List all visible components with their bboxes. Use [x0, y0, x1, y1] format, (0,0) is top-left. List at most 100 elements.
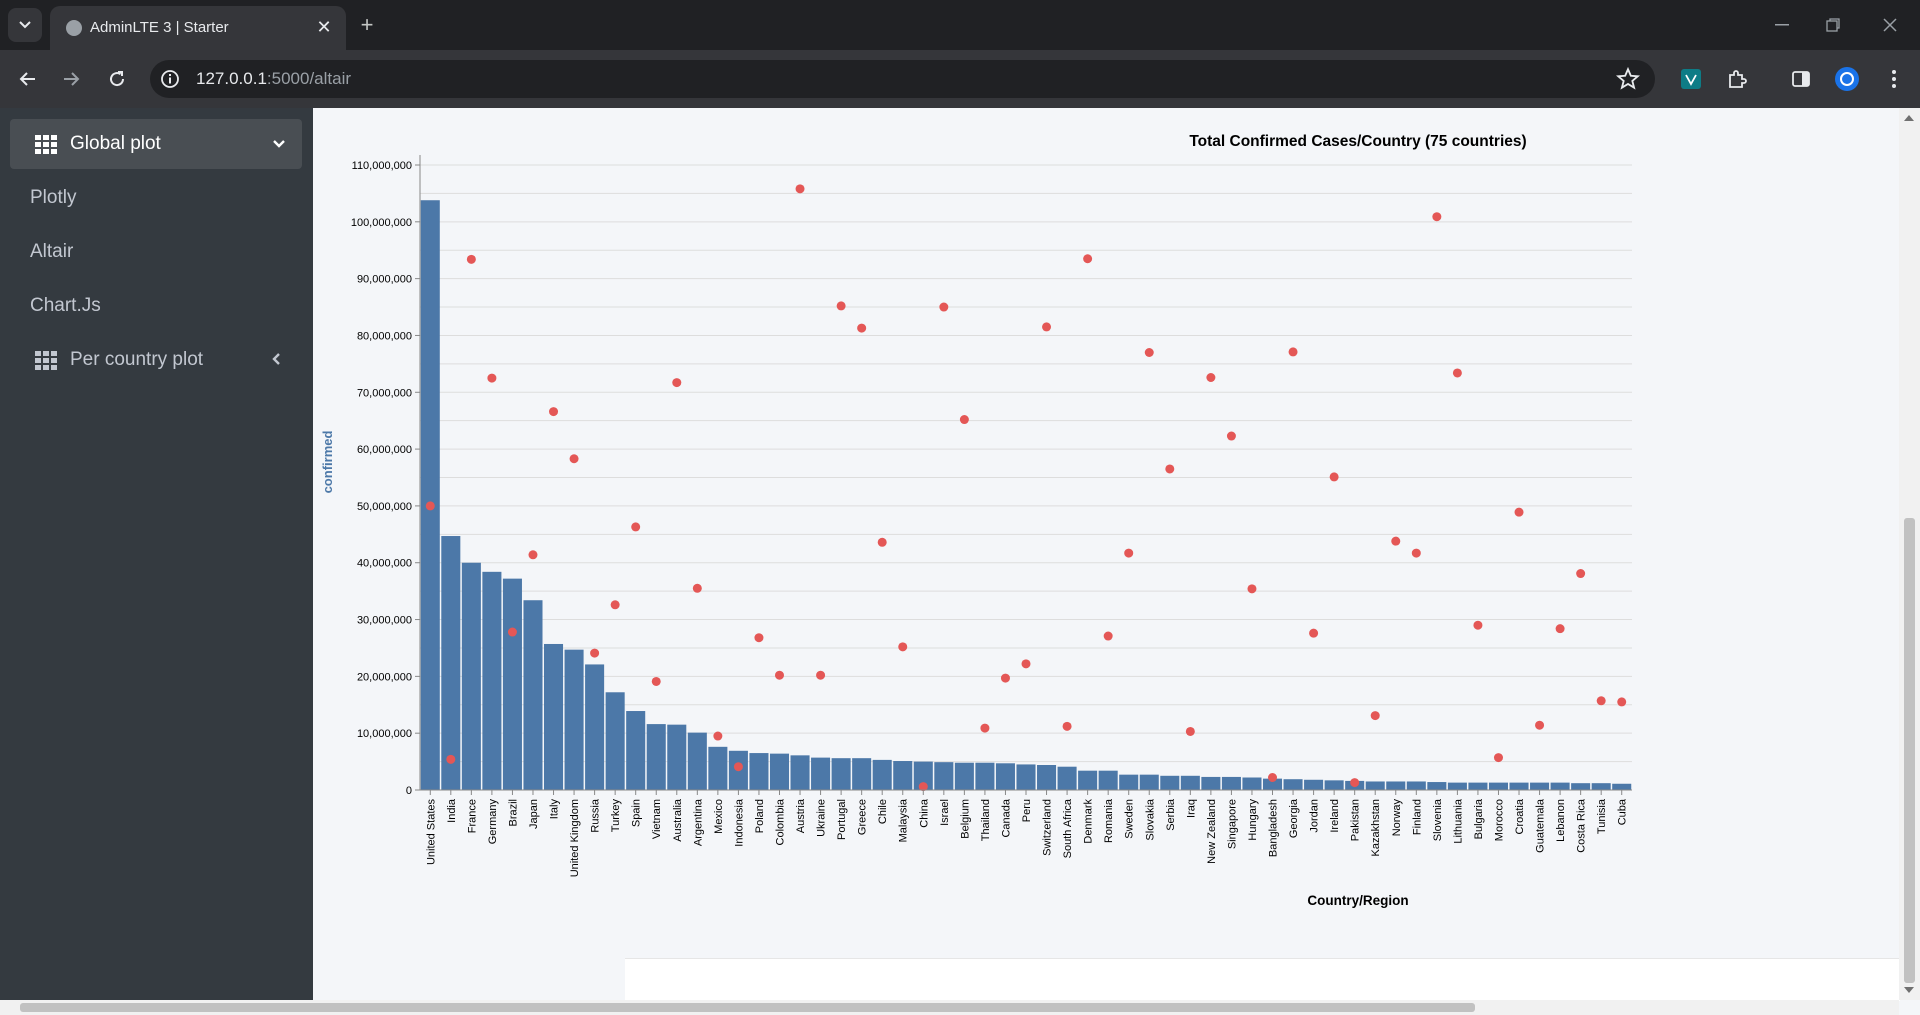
sidebar-item-chartjs[interactable]: Chart.Js [0, 281, 313, 331]
scroll-down-arrow-icon[interactable] [1904, 986, 1914, 994]
data-point[interactable] [1062, 721, 1072, 731]
bar[interactable] [1262, 778, 1283, 790]
data-point[interactable] [1042, 322, 1052, 332]
bar[interactable] [1283, 779, 1303, 790]
bar[interactable] [1016, 764, 1036, 790]
close-window-button[interactable] [1870, 10, 1910, 40]
data-point[interactable] [1000, 673, 1010, 683]
data-point[interactable] [1226, 431, 1236, 441]
bar[interactable] [1550, 782, 1570, 790]
data-point[interactable] [1124, 548, 1134, 558]
vertical-scrollbar[interactable] [1899, 108, 1920, 1000]
data-point[interactable] [446, 754, 456, 764]
data-point[interactable] [1247, 584, 1257, 594]
horizontal-scrollbar[interactable] [0, 1000, 1899, 1015]
side-panel-button[interactable] [1785, 63, 1817, 95]
bar[interactable] [1571, 783, 1591, 790]
bar[interactable] [872, 759, 892, 790]
data-point[interactable] [857, 323, 867, 333]
data-point[interactable] [528, 550, 538, 560]
bar[interactable] [1057, 766, 1077, 790]
bar[interactable] [934, 762, 954, 790]
data-point[interactable] [651, 676, 661, 686]
browser-menu-button[interactable] [1878, 63, 1910, 95]
data-point[interactable] [590, 648, 600, 658]
data-point[interactable] [1555, 624, 1565, 634]
bar[interactable] [441, 536, 461, 790]
bar[interactable] [831, 758, 851, 790]
bar[interactable] [790, 755, 810, 790]
bar[interactable] [585, 664, 605, 790]
data-point[interactable] [1329, 472, 1339, 482]
address-bar[interactable]: 127.0.0.1:5000/altair [150, 60, 1655, 98]
vertical-scrollbar-thumb[interactable] [1904, 518, 1915, 983]
data-point[interactable] [672, 378, 682, 388]
bar[interactable] [564, 649, 584, 790]
scroll-up-arrow-icon[interactable] [1904, 114, 1914, 122]
data-point[interactable] [1083, 254, 1093, 264]
bar[interactable] [1139, 774, 1159, 790]
data-point[interactable] [939, 302, 949, 312]
data-point[interactable] [1514, 507, 1524, 517]
bar[interactable] [420, 200, 440, 790]
restore-button[interactable] [1813, 10, 1853, 40]
bar[interactable] [1468, 782, 1488, 790]
data-point[interactable] [795, 184, 805, 194]
data-point[interactable] [610, 600, 620, 610]
data-point[interactable] [980, 723, 990, 733]
bar[interactable] [1180, 775, 1200, 790]
bar[interactable] [1530, 782, 1550, 790]
data-point[interactable] [1411, 548, 1421, 558]
bar[interactable] [811, 757, 831, 790]
data-point[interactable] [1206, 373, 1216, 382]
data-point[interactable] [1370, 711, 1380, 721]
data-point[interactable] [836, 301, 846, 311]
data-point[interactable] [1185, 726, 1195, 736]
bar[interactable] [1037, 765, 1057, 790]
bar[interactable] [687, 732, 707, 790]
data-point[interactable] [754, 633, 764, 643]
bar[interactable] [1221, 776, 1241, 790]
bar[interactable] [667, 724, 687, 790]
extension-button[interactable] [1675, 63, 1707, 95]
sidebar-group-per-country-plot[interactable]: Per country plot [0, 335, 313, 385]
close-tab-icon[interactable]: ✕ [316, 17, 332, 37]
data-point[interactable] [1535, 720, 1545, 730]
data-point[interactable] [1350, 778, 1360, 788]
data-point[interactable] [631, 522, 641, 532]
bar[interactable] [502, 578, 522, 790]
bar[interactable] [1591, 783, 1611, 790]
bar[interactable] [1509, 782, 1529, 790]
bar[interactable] [1242, 777, 1262, 791]
bar[interactable] [646, 724, 666, 790]
data-point[interactable] [898, 642, 908, 652]
data-point[interactable] [1165, 464, 1175, 474]
data-point[interactable] [816, 670, 826, 680]
bar[interactable] [995, 763, 1015, 790]
profile-button[interactable] [1831, 63, 1863, 95]
new-tab-button[interactable]: + [360, 12, 374, 37]
bar[interactable] [523, 600, 543, 790]
bookmark-star-icon[interactable] [1615, 66, 1641, 92]
bar[interactable] [975, 762, 995, 790]
tab-search-button[interactable] [8, 8, 42, 42]
data-point[interactable] [1473, 620, 1483, 630]
data-point[interactable] [1103, 631, 1113, 641]
bar[interactable] [1612, 783, 1632, 790]
data-point[interactable] [774, 670, 784, 680]
info-icon[interactable] [160, 69, 180, 89]
data-point[interactable] [425, 501, 435, 511]
bar[interactable] [1406, 781, 1426, 790]
bar[interactable] [749, 753, 769, 790]
bar[interactable] [913, 761, 933, 790]
data-point[interactable] [1576, 569, 1586, 579]
bar[interactable] [1098, 770, 1118, 790]
data-point[interactable] [1432, 212, 1442, 222]
data-point[interactable] [487, 373, 497, 383]
data-point[interactable] [466, 254, 476, 264]
bar[interactable] [769, 753, 790, 790]
data-point[interactable] [549, 407, 559, 417]
sidebar-item-altair[interactable]: Altair [0, 227, 313, 277]
bar[interactable] [1427, 782, 1447, 790]
bar[interactable] [1324, 780, 1344, 790]
